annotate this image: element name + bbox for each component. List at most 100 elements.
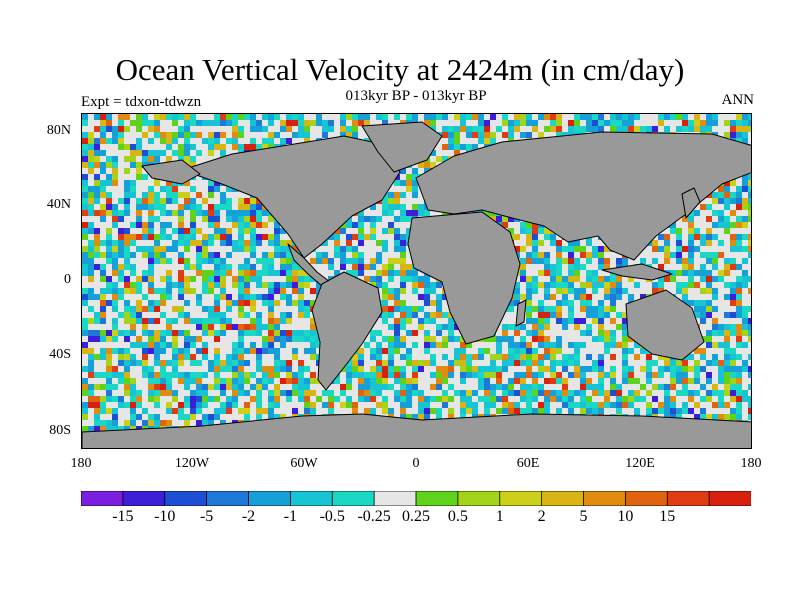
velocity-cell [94, 372, 100, 378]
velocity-cell [628, 126, 634, 132]
velocity-cell [100, 210, 106, 216]
velocity-cell [322, 402, 328, 408]
velocity-cell [568, 402, 574, 408]
velocity-cell [574, 360, 580, 366]
colorbar-box [583, 491, 627, 506]
velocity-cell [412, 312, 418, 318]
velocity-cell [220, 264, 226, 270]
velocity-cell [346, 246, 352, 252]
velocity-cell [646, 390, 652, 396]
velocity-cell [166, 258, 172, 264]
velocity-cell [346, 270, 352, 276]
velocity-cell [514, 246, 520, 252]
velocity-cell [700, 264, 706, 270]
velocity-cell [442, 132, 448, 138]
velocity-cell [166, 408, 172, 414]
velocity-cell [604, 372, 610, 378]
velocity-cell [154, 378, 160, 384]
velocity-cell [592, 312, 598, 318]
velocity-cell [598, 372, 604, 378]
velocity-cell [112, 414, 118, 420]
velocity-cell [82, 378, 88, 384]
velocity-cell [556, 288, 562, 294]
velocity-cell [208, 276, 214, 282]
velocity-cell [238, 306, 244, 312]
velocity-cell [304, 396, 310, 402]
velocity-cell [238, 264, 244, 270]
velocity-cell [508, 132, 514, 138]
velocity-cell [130, 186, 136, 192]
velocity-cell [196, 258, 202, 264]
velocity-cell [556, 306, 562, 312]
velocity-cell [562, 354, 568, 360]
velocity-cell [244, 216, 250, 222]
velocity-cell [214, 276, 220, 282]
velocity-cell [244, 408, 250, 414]
velocity-cell [160, 360, 166, 366]
velocity-cell [178, 414, 184, 420]
velocity-cell [148, 390, 154, 396]
velocity-cell [448, 126, 454, 132]
velocity-cell [730, 234, 736, 240]
velocity-cell [736, 222, 742, 228]
velocity-cell [568, 318, 574, 324]
velocity-cell [148, 234, 154, 240]
velocity-cell [688, 252, 694, 258]
velocity-cell [94, 180, 100, 186]
velocity-cell [586, 126, 592, 132]
velocity-cell [532, 324, 538, 330]
velocity-cell [574, 366, 580, 372]
velocity-cell [748, 324, 751, 330]
velocity-cell [100, 336, 106, 342]
velocity-cell [526, 120, 532, 126]
velocity-cell [190, 288, 196, 294]
velocity-cell [160, 252, 166, 258]
velocity-cell [280, 258, 286, 264]
velocity-cell [388, 384, 394, 390]
velocity-cell [112, 420, 118, 426]
velocity-cell [592, 402, 598, 408]
velocity-cell [184, 204, 190, 210]
velocity-cell [142, 252, 148, 258]
velocity-cell [286, 378, 292, 384]
velocity-cell [358, 348, 364, 354]
velocity-cell [496, 366, 502, 372]
velocity-cell [280, 336, 286, 342]
velocity-cell [352, 360, 358, 366]
velocity-cell [358, 390, 364, 396]
velocity-cell [646, 126, 652, 132]
velocity-cell [328, 396, 334, 402]
velocity-cell [730, 372, 736, 378]
velocity-cell [748, 288, 751, 294]
velocity-cell [220, 150, 226, 156]
velocity-cell [136, 282, 142, 288]
velocity-cell [748, 276, 751, 282]
velocity-cell [742, 138, 748, 144]
velocity-cell [226, 324, 232, 330]
velocity-cell [400, 336, 406, 342]
velocity-cell [316, 120, 322, 126]
velocity-cell [550, 294, 556, 300]
velocity-cell [142, 270, 148, 276]
velocity-cell [310, 300, 316, 306]
velocity-cell [244, 240, 250, 246]
velocity-cell [142, 114, 148, 120]
velocity-cell [226, 114, 232, 120]
velocity-cell [292, 282, 298, 288]
velocity-cell [574, 246, 580, 252]
velocity-cell [202, 282, 208, 288]
velocity-cell [268, 240, 274, 246]
velocity-cell [616, 342, 622, 348]
velocity-cell [556, 360, 562, 366]
velocity-cell [172, 366, 178, 372]
velocity-cell [328, 120, 334, 126]
velocity-cell [280, 246, 286, 252]
velocity-cell [640, 126, 646, 132]
velocity-cell [118, 378, 124, 384]
velocity-cell [148, 252, 154, 258]
velocity-cell [88, 318, 94, 324]
velocity-cell [568, 240, 574, 246]
velocity-cell [418, 366, 424, 372]
velocity-cell [166, 270, 172, 276]
velocity-cell [256, 210, 262, 216]
